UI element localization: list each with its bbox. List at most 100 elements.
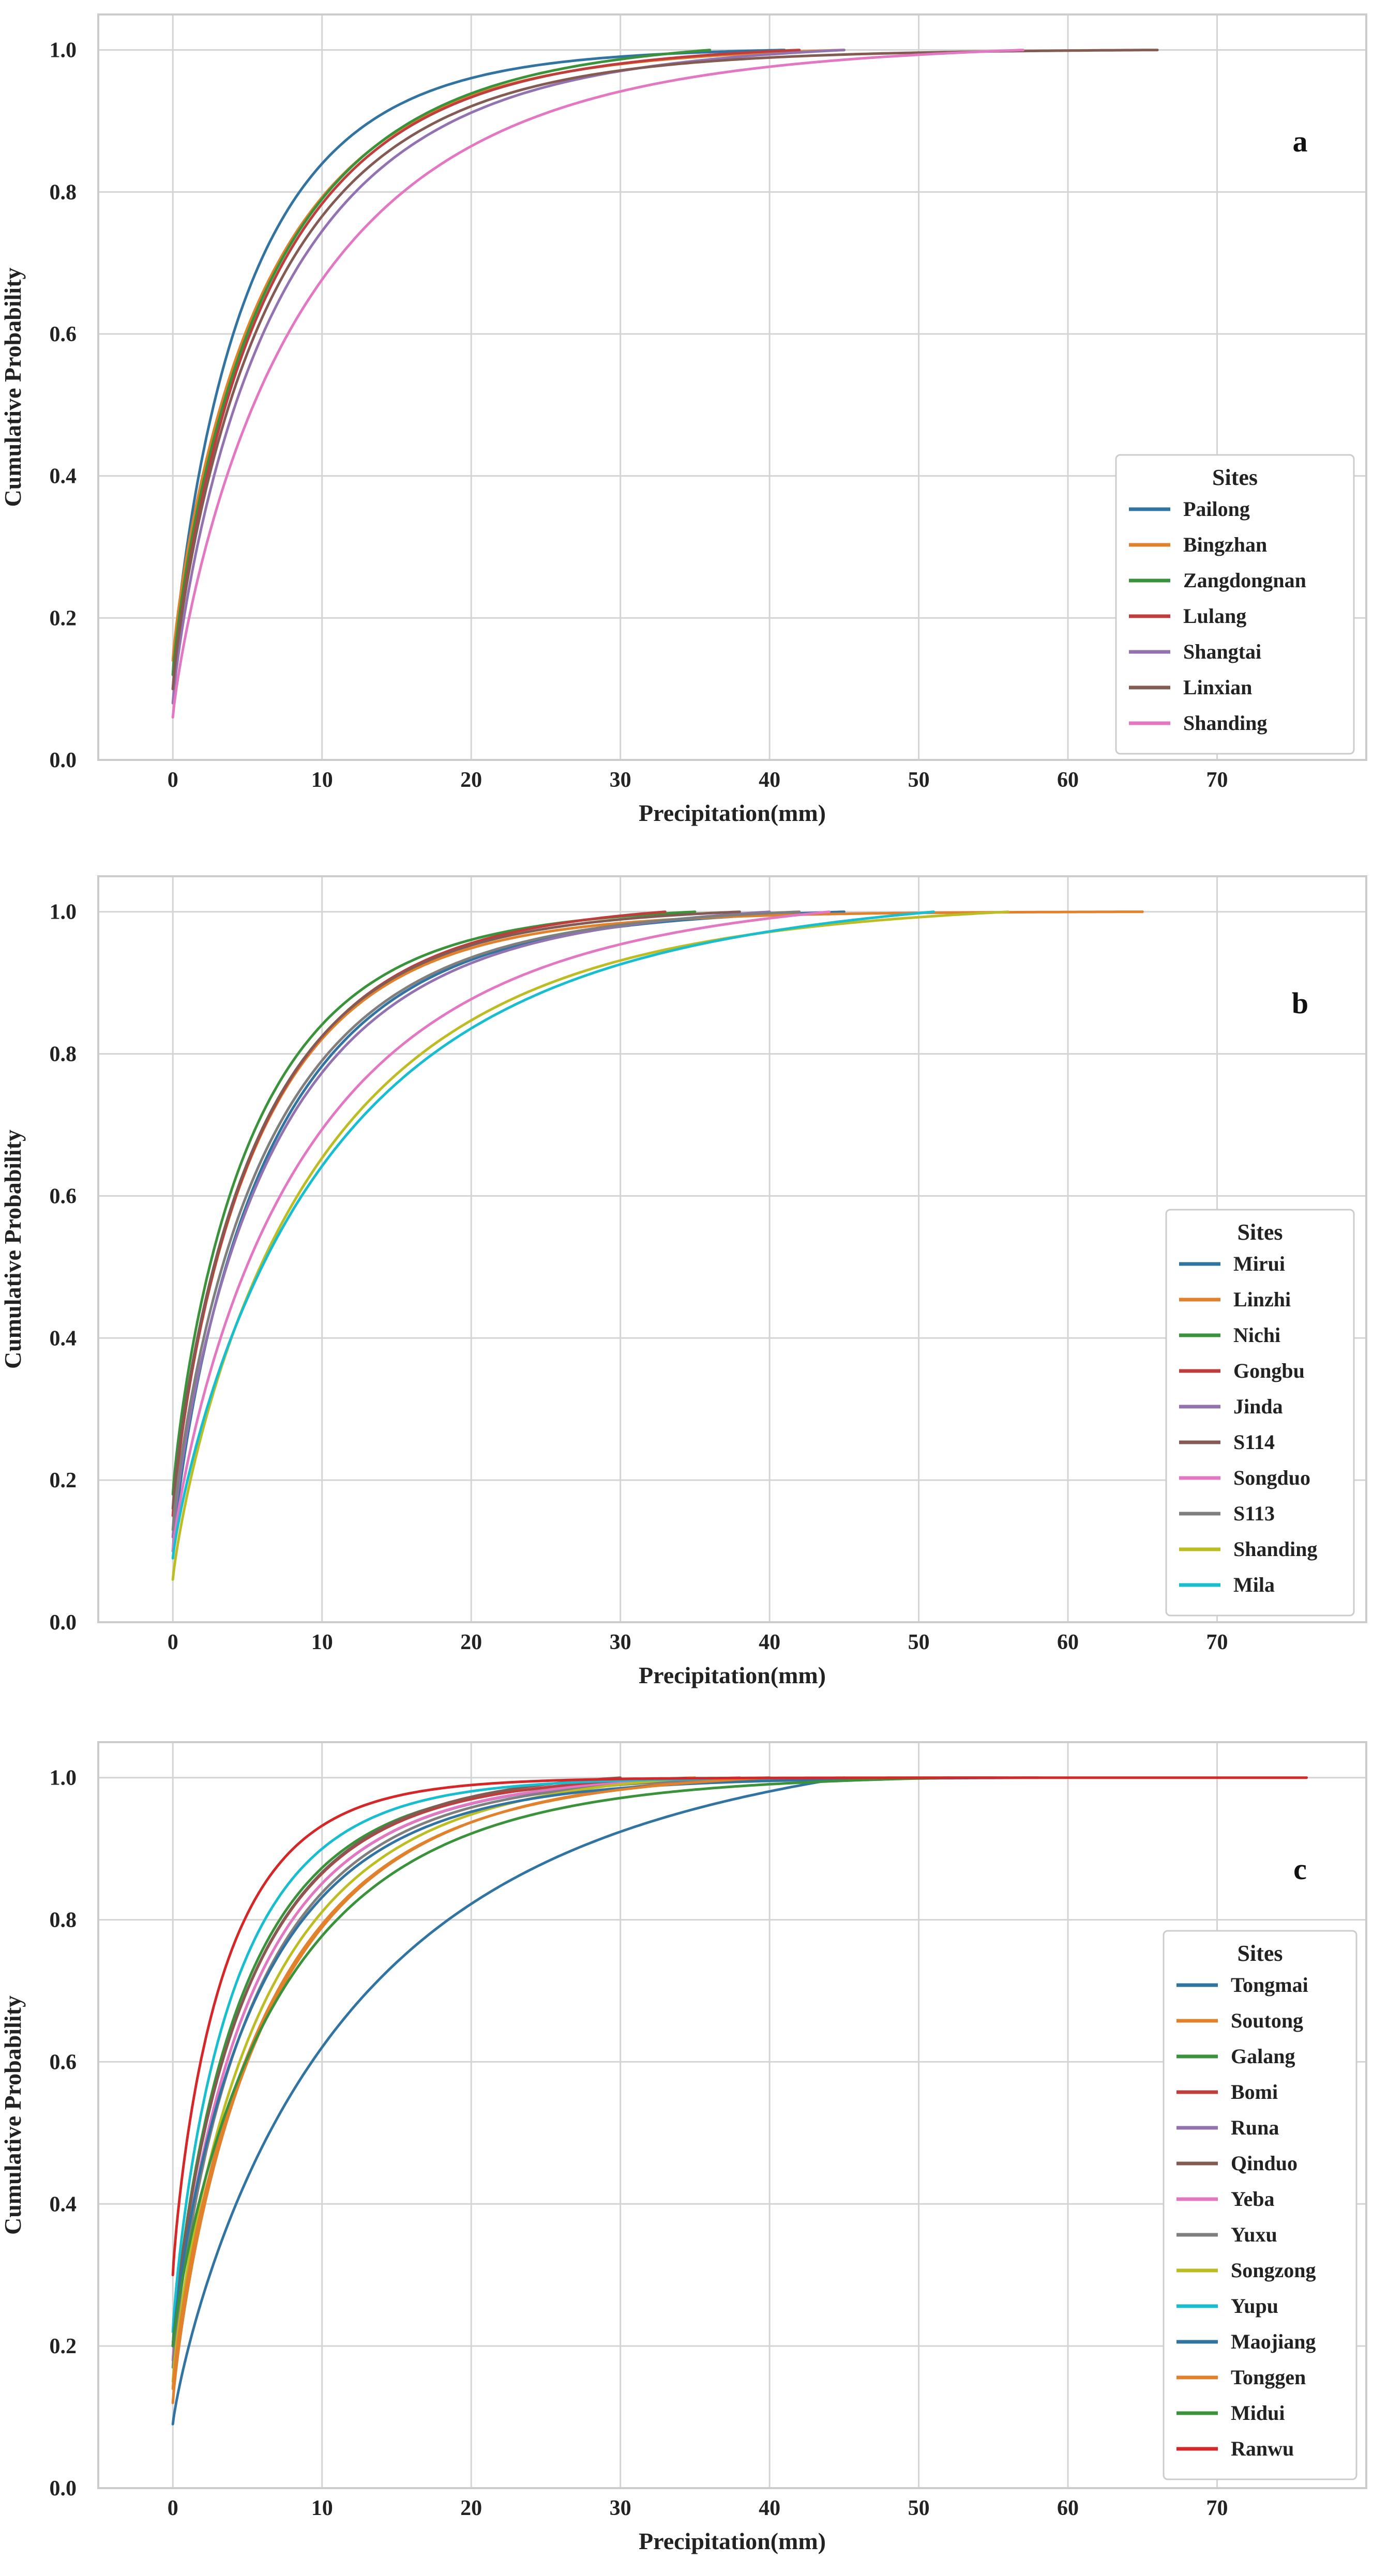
legend-box <box>1115 454 1355 755</box>
legend-item-label: Shanding <box>1233 1537 1317 1561</box>
series-line-qinduo <box>171 1776 622 2348</box>
x-tick-label: 20 <box>460 1630 482 1654</box>
legend-item-label: Bingzhan <box>1183 533 1267 556</box>
legend: Sites Pailong Bingzhan Zangdongnan Lulang Sha… <box>1115 454 1355 755</box>
legend-item-label: Shangtai <box>1183 640 1261 663</box>
y-tick-label: 0.6 <box>50 1184 77 1208</box>
series-line-zangdongnan <box>171 49 712 676</box>
legend-item-label: Galang <box>1231 2045 1295 2068</box>
y-tick-label: 1.0 <box>50 1766 77 1790</box>
x-tick-label: 20 <box>460 2496 482 2520</box>
x-tick-label: 70 <box>1206 768 1228 792</box>
legend-item-label: S113 <box>1233 1502 1275 1525</box>
x-tick-label: 10 <box>311 768 333 792</box>
legend-item-label: Yuxu <box>1231 2223 1277 2246</box>
y-tick-label: 0.8 <box>50 1043 77 1066</box>
legend: Sites Tongmai Soutong Galang Bomi Runa Qinduo Y… <box>1163 1930 1357 2480</box>
y-tick-label: 0.4 <box>50 2192 77 2216</box>
chart-panel-a: 0 10 20 30 40 50 60 70 0.0 0.2 0.4 0.6 0.8 1.0 Precipi… <box>0 13 1367 826</box>
legend-item-label: Runa <box>1231 2116 1279 2139</box>
legend-item-label: S114 <box>1233 1430 1275 1454</box>
x-tick-label: 40 <box>759 768 780 792</box>
x-tick-label: 40 <box>759 1630 780 1654</box>
series-line-s114 <box>171 910 741 1510</box>
y-axis-label: Cumulative Probability <box>0 1995 26 2235</box>
x-axis-label: Precipitation(mm) <box>639 800 826 826</box>
legend-item-label: Shanding <box>1183 711 1267 735</box>
x-tick-label: 30 <box>610 2496 631 2520</box>
series-line-tonggen <box>171 1776 771 2390</box>
plot-area <box>98 876 1366 1622</box>
y-tick-label: 1.0 <box>50 901 77 924</box>
plot-area <box>98 1742 1366 2488</box>
x-tick-label: 30 <box>610 1630 631 1654</box>
plot-frame <box>97 875 1367 1623</box>
x-axis-label: Precipitation(mm) <box>639 2528 826 2554</box>
legend-item-label: Qinduo <box>1231 2152 1298 2175</box>
x-tick-label: 0 <box>168 1630 178 1654</box>
plot-frame <box>97 13 1367 761</box>
x-tick-label: 60 <box>1057 2496 1079 2520</box>
x-tick-label: 70 <box>1206 1630 1228 1654</box>
y-tick-label: 0.8 <box>50 1909 77 1932</box>
series-line-mila <box>171 910 935 1560</box>
series-line-shangtai <box>171 49 846 705</box>
x-tick-label: 0 <box>168 2496 178 2520</box>
y-tick-label: 0.2 <box>50 1469 77 1492</box>
legend-item-label: Yupu <box>1231 2294 1278 2318</box>
panel-letter: c <box>1293 1852 1307 1886</box>
legend: Sites Mirui Linzhi Nichi Gongbu Jinda S114 Song… <box>1165 1209 1355 1617</box>
series-line-shanding <box>171 910 1010 1581</box>
series-line-midui <box>171 1776 950 2348</box>
x-tick-label: 60 <box>1057 1630 1079 1654</box>
legend-item-label: Songduo <box>1233 1466 1310 1489</box>
legend-item-label: Bomi <box>1231 2080 1278 2104</box>
legend-item-label: Mila <box>1233 1573 1275 1596</box>
series-line-ranwu <box>171 1776 1308 2277</box>
legend-item-label: Jinda <box>1233 1395 1283 1418</box>
legend-item-label: Midui <box>1231 2401 1285 2425</box>
x-tick-label: 50 <box>908 768 930 792</box>
legend-item-label: Lulang <box>1183 604 1246 628</box>
legend-item-label: Tongmai <box>1231 1973 1308 1996</box>
x-tick-label: 10 <box>311 2496 333 2520</box>
series-line-shanding <box>171 49 1024 719</box>
legend-title: Sites <box>1238 1220 1283 1245</box>
series-line-yuxu <box>171 1776 771 2369</box>
x-tick-label: 10 <box>311 1630 333 1654</box>
legend-item-label: Maojiang <box>1231 2330 1316 2353</box>
y-tick-label: 0.2 <box>50 606 77 630</box>
y-axis-label: Cumulative Probability <box>0 267 26 507</box>
y-tick-label: 0.4 <box>50 1327 77 1350</box>
y-axis-label: Cumulative Probability <box>0 1130 26 1369</box>
series-line-lulang <box>171 49 801 691</box>
legend-item-label: Yeba <box>1231 2187 1274 2211</box>
x-tick-label: 50 <box>908 2496 930 2520</box>
legend-item-label: Soutong <box>1231 2009 1303 2032</box>
x-tick-label: 70 <box>1206 2496 1228 2520</box>
legend-item-label: Zangdongnan <box>1183 569 1306 592</box>
x-tick-label: 40 <box>759 2496 780 2520</box>
series-line-songduo <box>171 910 831 1553</box>
x-tick-label: 20 <box>460 768 482 792</box>
y-tick-label: 0.0 <box>50 749 77 772</box>
y-tick-label: 0.0 <box>50 2477 77 2501</box>
legend-item-label: Nichi <box>1233 1323 1280 1347</box>
legend-item-label: Songzong <box>1231 2259 1316 2282</box>
chart-panel-c: 0 10 20 30 40 50 60 70 0.0 0.2 0.4 0.6 0.8 1.0 Precipi… <box>0 1741 1367 2554</box>
legend-title: Sites <box>1238 1941 1283 1966</box>
legend-title: Sites <box>1212 465 1258 490</box>
x-tick-label: 50 <box>908 1630 930 1654</box>
panel-letter: b <box>1292 986 1308 1020</box>
legend-item-label: Linzhi <box>1233 1288 1291 1311</box>
legend-item-label: Ranwu <box>1231 2437 1294 2460</box>
y-tick-label: 0.2 <box>50 2335 77 2358</box>
plot-frame <box>97 1741 1367 2489</box>
legend-item-label: Pailong <box>1183 497 1250 521</box>
x-axis-label: Precipitation(mm) <box>639 1662 826 1688</box>
y-tick-label: 1.0 <box>50 39 77 63</box>
series-line-s113 <box>171 910 801 1531</box>
legend-item-label: Gongbu <box>1233 1359 1305 1382</box>
y-tick-label: 0.0 <box>50 1611 77 1635</box>
